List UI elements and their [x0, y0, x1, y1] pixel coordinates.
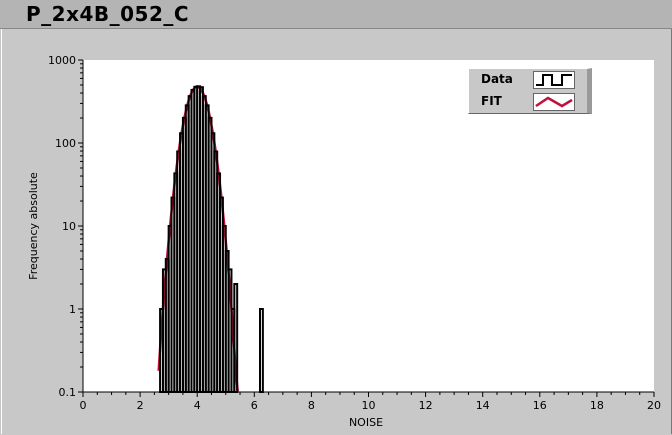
y-tick-label: 10: [62, 220, 76, 233]
line-icon: [533, 93, 575, 111]
title-bar: P_2x4B_052_C: [0, 0, 672, 29]
x-tick-label: 16: [533, 399, 547, 412]
y-tick-label: 1000: [48, 54, 76, 67]
window-title: P_2x4B_052_C: [26, 2, 190, 26]
x-tick-label: 2: [137, 399, 144, 412]
step-line-icon: [533, 71, 575, 89]
legend-item-data: Data: [469, 69, 581, 90]
legend-label: FIT: [481, 94, 502, 108]
x-tick-label: 8: [308, 399, 315, 412]
y-tick-label: 1: [69, 303, 76, 316]
legend: Data FIT: [468, 68, 592, 114]
x-tick-label: 12: [419, 399, 433, 412]
x-tick-label: 10: [362, 399, 376, 412]
x-tick-label: 0: [80, 399, 87, 412]
legend-label: Data: [481, 72, 513, 86]
y-axis-label: Frequency absolute: [27, 172, 40, 280]
x-axis-label: NOISE: [349, 416, 383, 429]
histogram-bin: [233, 283, 239, 393]
histogram-bin: [259, 308, 264, 393]
x-tick-label: 6: [251, 399, 258, 412]
x-tick-label: 18: [590, 399, 604, 412]
legend-item-fit: FIT: [469, 91, 581, 112]
x-tick-label: 4: [194, 399, 201, 412]
y-tick-label: 0.1: [59, 386, 77, 399]
x-tick-label: 20: [647, 399, 661, 412]
x-tick-label: 14: [476, 399, 490, 412]
y-tick-label: 100: [55, 137, 76, 150]
